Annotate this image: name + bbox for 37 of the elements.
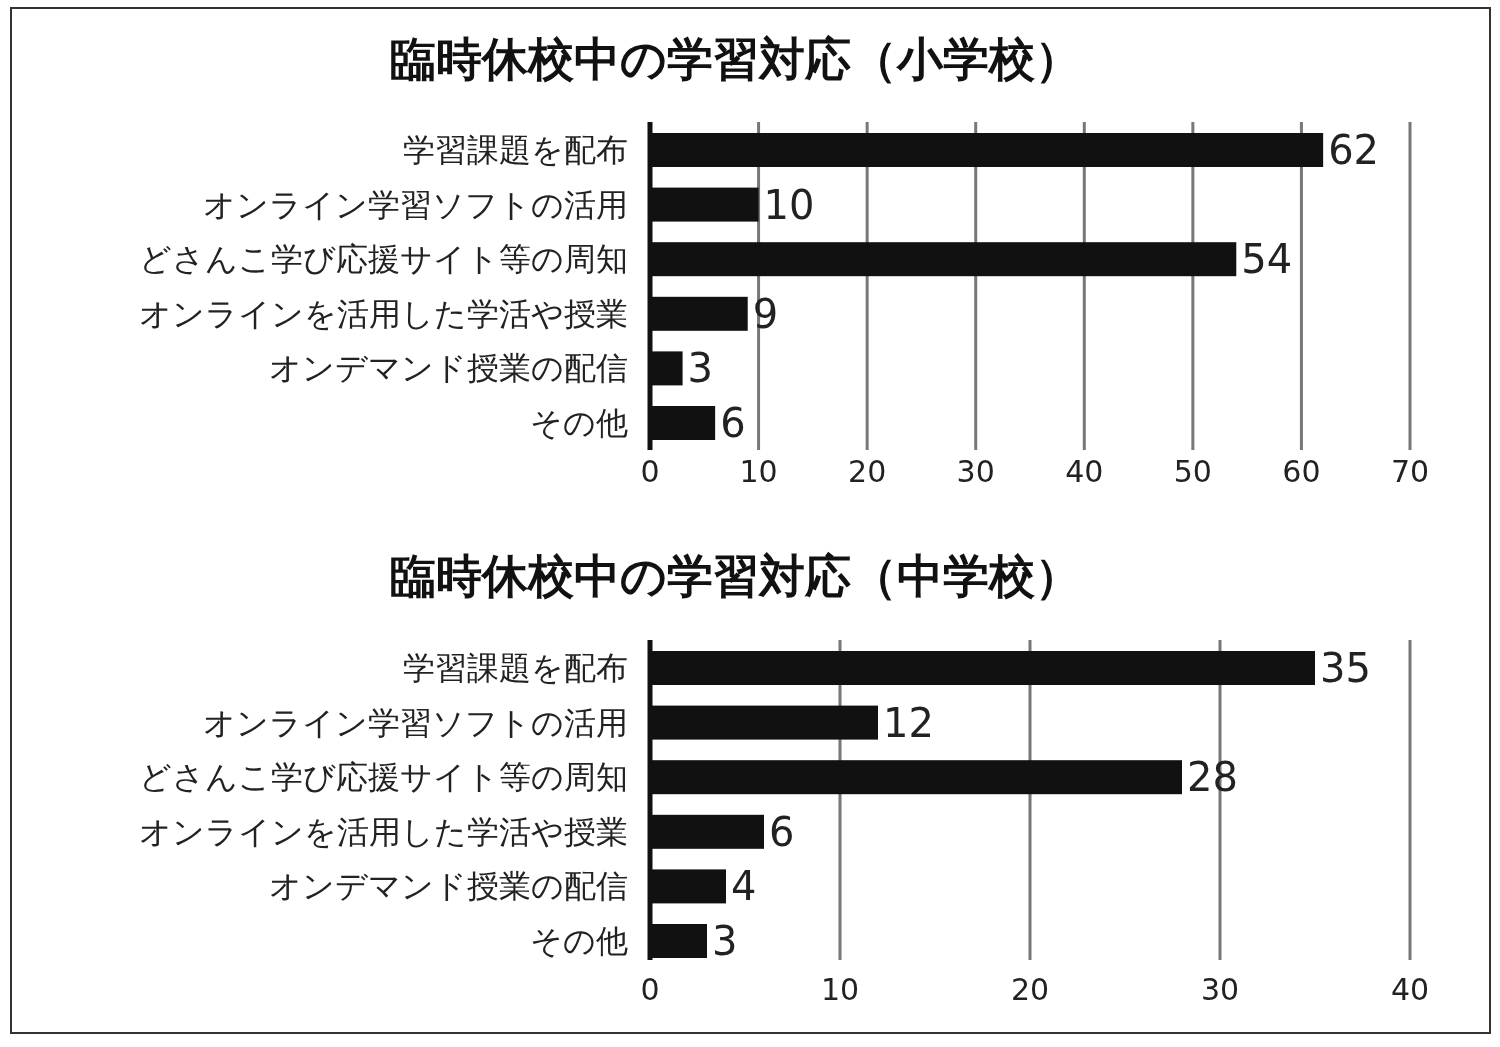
- chart-title: 臨時休校中の学習対応（中学校）: [389, 549, 1081, 603]
- y-tick-label: オンラインを活用した学活や授業: [139, 812, 628, 851]
- chart-title: 臨時休校中の学習対応（小学校）: [389, 32, 1081, 86]
- x-tick-label: 0: [640, 454, 660, 489]
- x-tick-label: 40: [1390, 972, 1430, 1007]
- data-label: 10: [763, 181, 815, 228]
- y-tick-label: 学習課題を配布: [403, 649, 628, 687]
- y-tick-label: オンデマンド授業の配信: [269, 867, 628, 906]
- data-label: 3: [712, 918, 738, 964]
- data-label: 12: [883, 699, 934, 746]
- y-tick-label: オンライン学習ソフトの活用: [203, 703, 628, 742]
- data-label: 62: [1328, 127, 1380, 173]
- x-tick-label: 20: [1010, 972, 1050, 1007]
- y-tick-label: どさんこ学び応援サイト等の周知: [139, 240, 628, 279]
- x-tick-label: 0: [640, 972, 660, 1007]
- y-tick-label: どさんこ学び応援サイト等の周知: [139, 758, 628, 797]
- data-label: 3: [687, 345, 714, 392]
- x-tick-label: 30: [1200, 972, 1240, 1007]
- data-label: 35: [1320, 645, 1371, 691]
- x-tick-label: 70: [1390, 454, 1430, 489]
- x-tick-label: 50: [1173, 454, 1212, 489]
- y-tick-label: 学習課題を配布: [403, 131, 628, 169]
- x-tick-label: 10: [739, 454, 778, 489]
- x-tick-label: 60: [1282, 454, 1321, 489]
- x-tick-label: 40: [1065, 454, 1104, 489]
- x-tick-label: 10: [820, 972, 860, 1007]
- y-tick-label: その他: [530, 404, 628, 442]
- data-label: 6: [720, 400, 746, 446]
- data-label: 6: [769, 808, 795, 855]
- y-tick-label: オンラインを活用した学活や授業: [139, 294, 628, 333]
- data-label: 4: [731, 863, 757, 910]
- y-tick-label: その他: [530, 922, 628, 960]
- x-tick-label: 30: [956, 454, 995, 489]
- data-label: 54: [1241, 236, 1293, 283]
- x-tick-label: 20: [848, 454, 887, 489]
- y-tick-label: オンデマンド授業の配信: [269, 349, 628, 388]
- y-tick-label: オンライン学習ソフトの活用: [203, 185, 628, 224]
